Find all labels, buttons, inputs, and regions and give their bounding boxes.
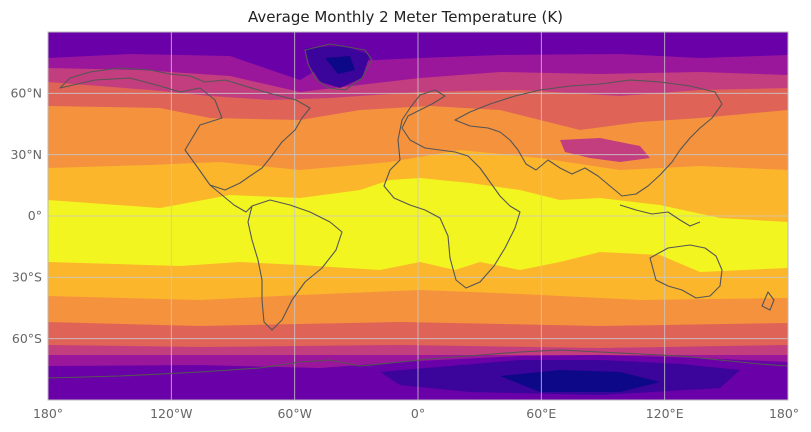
x-tick-label: 120°E — [646, 406, 684, 421]
map-frame — [47, 31, 789, 401]
coast-europe-africa — [383, 89, 521, 289]
gridlines — [48, 32, 788, 400]
band-lowest-south — [500, 370, 660, 392]
coast-greenland — [304, 43, 373, 91]
coast-north-america — [59, 67, 311, 191]
coast-south-america — [247, 199, 343, 331]
x-tick-label: 60°W — [277, 406, 312, 421]
coast-asia — [454, 79, 723, 197]
band-plateau — [560, 138, 650, 162]
x-tick-label: 180° — [769, 406, 799, 421]
band-greenland-core — [325, 56, 355, 74]
coast-australia — [649, 244, 723, 299]
y-tick-label: 60°N — [10, 86, 42, 101]
y-tick-label: 30°N — [10, 147, 42, 162]
x-tick-label: 60°E — [526, 406, 556, 421]
coast-southeast-asia — [619, 204, 701, 227]
coast-antarctica — [48, 349, 788, 379]
y-tick-label: 60°S — [12, 331, 42, 346]
y-axis-labels: 60°N 30°N 0° 30°S 60°S — [10, 86, 42, 347]
x-tick-label: 120°W — [150, 406, 192, 421]
coast-central-america — [209, 184, 253, 213]
x-tick-label: 180° — [33, 406, 63, 421]
coast-new-zealand — [761, 291, 775, 311]
coastlines — [48, 43, 788, 379]
map-title: Average Monthly 2 Meter Temperature (K) — [247, 8, 564, 26]
y-tick-label: 0° — [28, 208, 42, 223]
x-tick-label: 0° — [411, 406, 425, 421]
y-tick-label: 30°S — [12, 270, 42, 285]
x-axis-labels: 180° 120°W 60°W 0° 60°E 120°E 180° — [33, 406, 799, 421]
